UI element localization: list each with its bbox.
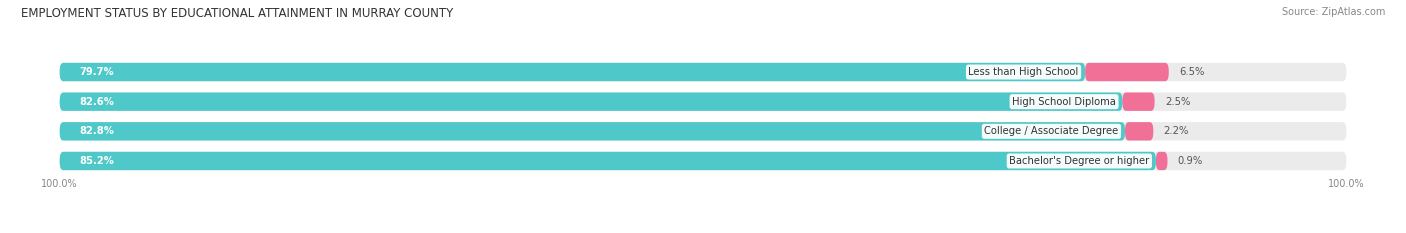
FancyBboxPatch shape	[1085, 63, 1168, 81]
FancyBboxPatch shape	[59, 152, 1156, 170]
Text: 85.2%: 85.2%	[79, 156, 114, 166]
FancyBboxPatch shape	[59, 93, 1347, 111]
Text: College / Associate Degree: College / Associate Degree	[984, 126, 1119, 136]
Text: Less than High School: Less than High School	[969, 67, 1078, 77]
FancyBboxPatch shape	[59, 152, 1347, 170]
Text: Source: ZipAtlas.com: Source: ZipAtlas.com	[1281, 7, 1385, 17]
FancyBboxPatch shape	[1122, 93, 1154, 111]
FancyBboxPatch shape	[1156, 152, 1167, 170]
FancyBboxPatch shape	[1125, 122, 1153, 140]
Text: High School Diploma: High School Diploma	[1012, 97, 1116, 107]
Text: 82.8%: 82.8%	[79, 126, 114, 136]
Text: 0.9%: 0.9%	[1178, 156, 1204, 166]
FancyBboxPatch shape	[59, 122, 1347, 140]
Text: 6.5%: 6.5%	[1180, 67, 1205, 77]
Text: 79.7%: 79.7%	[79, 67, 114, 77]
Text: EMPLOYMENT STATUS BY EDUCATIONAL ATTAINMENT IN MURRAY COUNTY: EMPLOYMENT STATUS BY EDUCATIONAL ATTAINM…	[21, 7, 453, 20]
Text: 100.0%: 100.0%	[41, 179, 77, 189]
Text: Bachelor's Degree or higher: Bachelor's Degree or higher	[1010, 156, 1150, 166]
Text: 100.0%: 100.0%	[1329, 179, 1365, 189]
FancyBboxPatch shape	[59, 93, 1122, 111]
FancyBboxPatch shape	[59, 63, 1347, 81]
Text: 82.6%: 82.6%	[79, 97, 114, 107]
FancyBboxPatch shape	[59, 122, 1125, 140]
Text: 2.5%: 2.5%	[1166, 97, 1191, 107]
Text: 2.2%: 2.2%	[1164, 126, 1189, 136]
FancyBboxPatch shape	[59, 63, 1085, 81]
